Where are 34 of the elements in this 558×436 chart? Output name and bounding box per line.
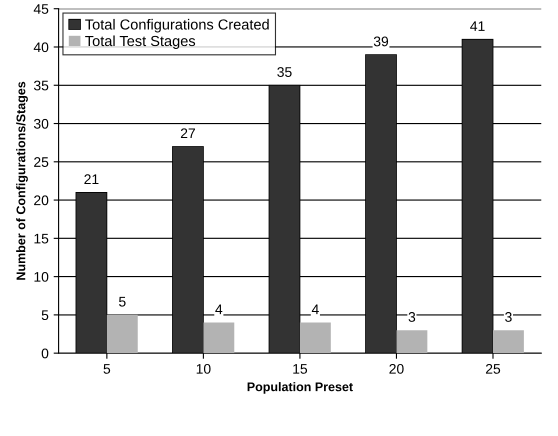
data-label: 3: [408, 312, 416, 322]
bar: [106, 314, 138, 354]
legend-label: Total Test Stages: [85, 35, 196, 50]
x-axis-title: Population Preset: [248, 382, 353, 394]
data-label: 39: [374, 36, 388, 46]
data-label: 41: [470, 21, 485, 31]
x-tick-label: 15: [293, 364, 308, 374]
bar: [492, 330, 524, 354]
data-label: 21: [84, 174, 98, 184]
data-label: 4: [215, 304, 222, 314]
y-tick-label: 45: [34, 4, 48, 14]
data-label: 3: [505, 312, 512, 322]
y-tick-label: 15: [34, 234, 48, 244]
y-tick-label: 40: [34, 42, 48, 52]
x-tick-label: 20: [389, 364, 404, 374]
x-tick-label: 10: [196, 364, 211, 374]
y-tick-label: 5: [42, 310, 48, 320]
y-tick-label: 30: [34, 118, 48, 129]
data-label: 5: [118, 296, 126, 307]
x-tick-label: 25: [486, 364, 500, 374]
y-tick-label: 20: [34, 195, 48, 206]
y-tick-label: 0: [42, 348, 48, 358]
data-label: 35: [277, 67, 292, 77]
bar: [300, 322, 331, 354]
y-tick-label: 10: [34, 272, 48, 282]
legend-label: Total Configurations Created: [85, 18, 269, 33]
y-tick-label: 35: [34, 80, 48, 90]
data-label: 4: [312, 304, 319, 314]
bar: [396, 330, 428, 354]
bar: [203, 322, 234, 354]
data-label: 27: [180, 128, 195, 138]
x-tick-label: 5: [104, 364, 110, 374]
y-tick-label: 25: [34, 157, 48, 167]
y-axis-title: Number of Configurations/Stages: [16, 82, 28, 280]
